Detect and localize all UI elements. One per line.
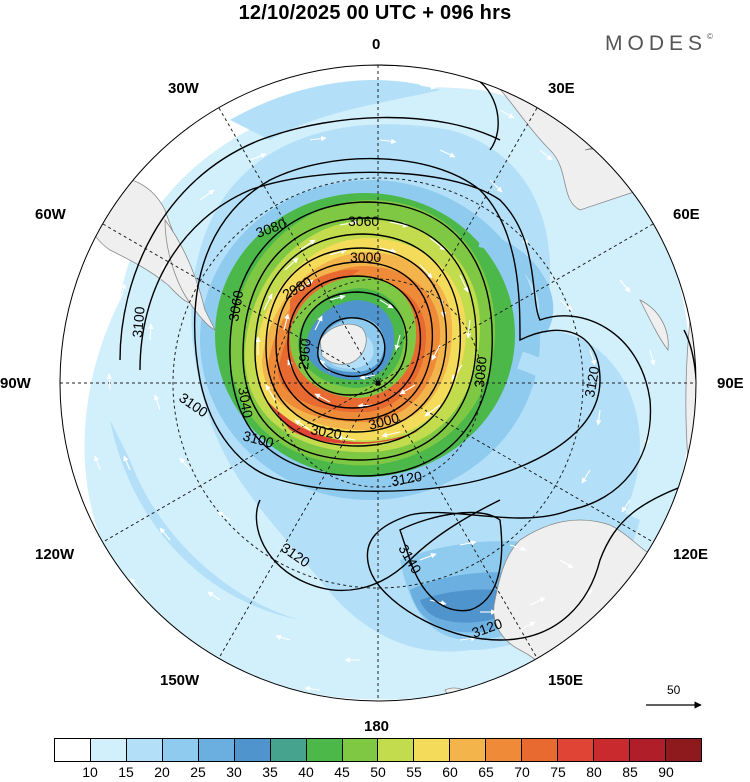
lon-label-60w: 60W — [35, 206, 66, 223]
lon-label-30e: 30E — [548, 80, 575, 97]
contour-label: 3120 — [581, 365, 602, 399]
colorbar-swatch — [665, 739, 701, 761]
colorbar-swatch — [306, 739, 343, 761]
lon-label-120e: 120E — [673, 546, 709, 563]
colorbar-swatch — [378, 739, 415, 761]
colorbar-swatch — [234, 739, 271, 761]
colorbar-tick-label: 90 — [658, 764, 674, 780]
colorbar-tick-label: 80 — [586, 764, 602, 780]
colorbar-swatch — [270, 739, 307, 761]
contour-label: 3020 — [309, 421, 343, 442]
chart-title: 12/10/2025 00 UTC + 096 hrs — [238, 2, 512, 24]
colorbar — [54, 738, 702, 762]
pole-marker — [375, 380, 381, 386]
brand-name: MODES — [605, 32, 708, 55]
colorbar-tick-label: 25 — [190, 764, 206, 780]
colorbar-swatch — [486, 739, 523, 761]
contour-label: 2960 — [295, 338, 314, 371]
lon-label-150e: 150E — [548, 672, 584, 689]
lon-label-150w: 150W — [160, 672, 200, 689]
height-contours — [119, 65, 696, 641]
colorbar-tick-label: 60 — [442, 764, 458, 780]
colorbar-tick-label: 30 — [226, 764, 242, 780]
map-disk — [60, 65, 696, 701]
colorbar-swatch — [522, 739, 559, 761]
brand-logo: MODES© — [605, 32, 713, 56]
lon-label-0: 0 — [372, 36, 381, 53]
colorbar-tick-label: 45 — [334, 764, 350, 780]
colorbar-swatch — [558, 739, 595, 761]
contour-label: 3120 — [390, 468, 424, 489]
colorbar-tick-label: 75 — [550, 764, 566, 780]
colorbar-labels: 10 15 20 25 30 35 40 45 50 55 60 65 70 75 80 85 90 — [54, 764, 702, 782]
colorbar-swatch — [198, 739, 235, 761]
colorbar-swatch — [90, 739, 127, 761]
contour-label: 3000 — [350, 249, 381, 265]
colorbar-swatch — [414, 739, 451, 761]
colorbar-swatch — [630, 739, 666, 761]
colorbar-tick-label: 40 — [298, 764, 314, 780]
colorbar-tick-label: 15 — [118, 764, 134, 780]
colorbar-swatch — [55, 739, 91, 761]
colorbar-tick-label: 70 — [514, 764, 530, 780]
lon-label-180: 180 — [364, 718, 390, 735]
colorbar-tick-label: 10 — [82, 764, 98, 780]
lon-label-90e: 90E — [717, 375, 744, 392]
lon-label-120w: 120W — [35, 546, 75, 563]
colorbar-swatch — [162, 739, 199, 761]
contour-label: 3100 — [129, 306, 148, 339]
contour-label: 3080 — [471, 356, 490, 389]
lon-label-30w: 30W — [168, 80, 199, 97]
contour-label: 3000 — [367, 409, 401, 433]
colorbar-tick-label: 85 — [622, 764, 638, 780]
colorbar-tick-label: 20 — [154, 764, 170, 780]
contour-label: 3040 — [235, 386, 256, 420]
colorbar-swatch — [342, 739, 379, 761]
contour-label: 3100 — [241, 427, 275, 451]
contour-label: 3060 — [348, 213, 379, 229]
brand-mark: © — [707, 32, 713, 41]
lon-label-60e: 60E — [673, 206, 700, 223]
colorbar-tick-label: 35 — [262, 764, 278, 780]
colorbar-swatch — [126, 739, 163, 761]
colorbar-tick-label: 55 — [406, 764, 422, 780]
colorbar-swatch — [450, 739, 487, 761]
contour-label: 3060 — [225, 289, 246, 323]
reference-vector-label: 50 — [667, 683, 681, 697]
colorbar-tick-label: 65 — [478, 764, 494, 780]
map-border — [59, 64, 697, 702]
colorbar-swatch — [594, 739, 630, 761]
lon-label-90w: 90W — [0, 375, 31, 392]
colorbar-tick-label: 50 — [370, 764, 386, 780]
